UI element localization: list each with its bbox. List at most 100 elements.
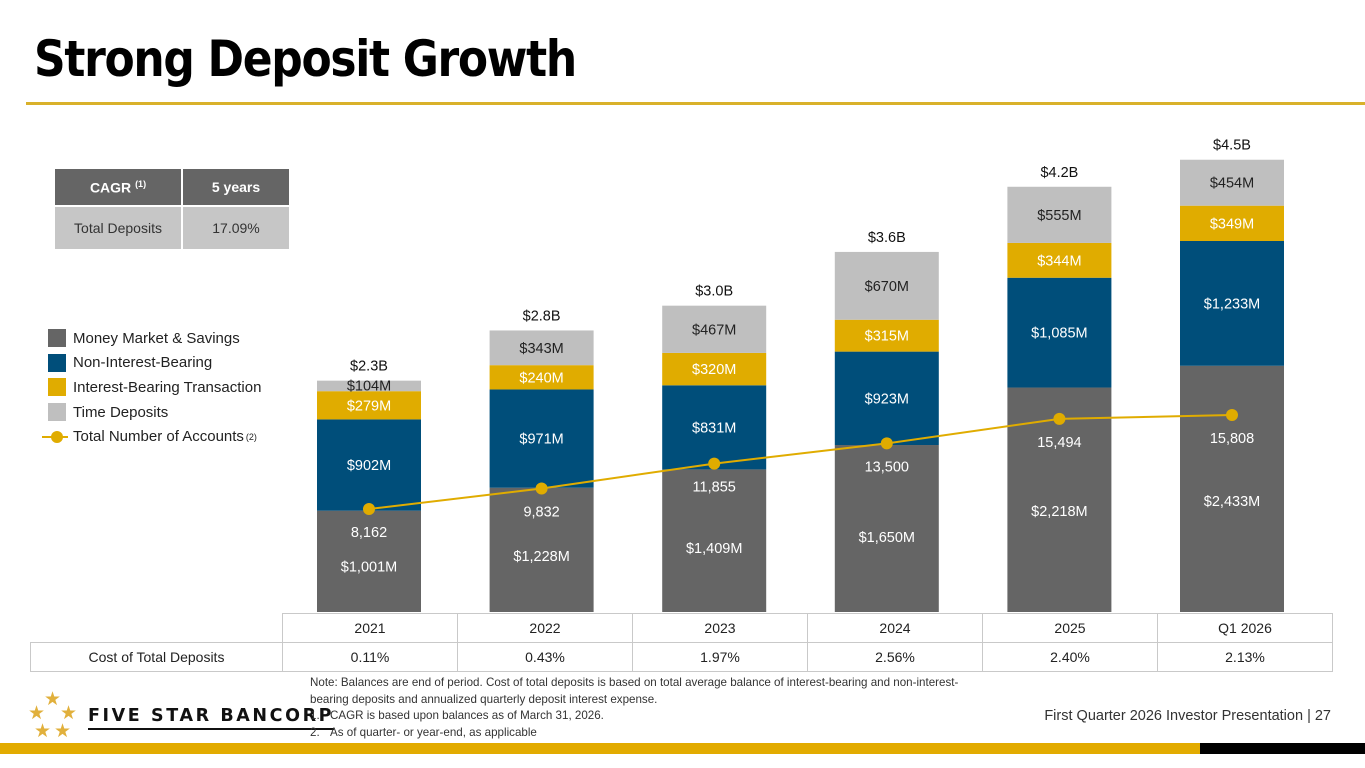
star-icon: ★ xyxy=(54,721,72,742)
segment-data-label: $343M xyxy=(519,341,563,357)
star-icon: ★ xyxy=(28,703,46,724)
segment-data-label: $315M xyxy=(865,329,909,345)
legend-label: Time Deposits xyxy=(73,403,169,421)
bar-segment-money-market-savings xyxy=(1180,365,1284,612)
legend-item-time-deposits: Time Deposits xyxy=(48,400,261,425)
note-text: As of quarter- or year-end, as applicabl… xyxy=(330,725,537,739)
segment-data-label: $1,085M xyxy=(1031,326,1087,342)
segment-data-label: $2,218M xyxy=(1031,504,1087,520)
footnote-ref-2: (2) xyxy=(245,431,257,442)
legend-swatch-money-market xyxy=(48,329,66,348)
bar-total-label: $4.5B xyxy=(1213,138,1251,154)
accounts-point xyxy=(880,437,893,450)
segment-data-label: $454M xyxy=(1210,176,1254,192)
segment-data-label: $349M xyxy=(1210,216,1254,232)
bar-segment-non-interest-bearing xyxy=(1007,277,1112,388)
segment-data-label: $971M xyxy=(519,432,563,448)
note-main: Note: Balances are end of period. Cost o… xyxy=(310,676,959,706)
company-name: FIVE STAR BANCORP xyxy=(88,706,335,730)
segment-data-label: $831M xyxy=(692,420,736,436)
year-cell: 2022 xyxy=(457,613,633,643)
accounts-data-label: 15,808 xyxy=(1210,431,1254,447)
cost-value: 0.43% xyxy=(457,642,633,672)
accounts-data-label: 9,832 xyxy=(523,504,559,520)
footnotes: Note: Balances are end of period. Cost o… xyxy=(310,675,970,741)
legend-line-marker-icon xyxy=(42,428,68,446)
note-number: 2. xyxy=(310,725,320,739)
bar-segment-interest-bearing-transaction xyxy=(489,365,594,390)
bar-segment-non-interest-bearing xyxy=(662,385,767,470)
bar-segment-time-deposits xyxy=(834,251,939,320)
bar-segment-money-market-savings xyxy=(662,469,767,612)
bar-segment-time-deposits xyxy=(1007,186,1112,243)
bar-segment-non-interest-bearing xyxy=(317,419,421,511)
cagr-header: CAGR (1) xyxy=(53,167,183,207)
cost-value: 1.97% xyxy=(632,642,808,672)
bar-total-label: $3.0B xyxy=(695,284,733,300)
bar-segment-time-deposits xyxy=(317,380,421,392)
cost-value: 0.11% xyxy=(282,642,458,672)
five-stars-icon: ★ ★ ★ ★ ★ xyxy=(26,690,82,742)
segment-data-label: $1,409M xyxy=(686,541,742,557)
bar-segment-money-market-savings xyxy=(317,510,421,612)
cost-of-deposits-table: 2021 2022 2023 2024 2025 Q1 2026 Cost of… xyxy=(30,613,1333,672)
cost-row: Cost of Total Deposits 0.11% 0.43% 1.97%… xyxy=(30,642,1333,672)
segment-data-label: $902M xyxy=(347,458,391,474)
cost-row-label: Cost of Total Deposits xyxy=(30,642,283,672)
bar-segment-non-interest-bearing xyxy=(834,351,939,446)
year-cell: Q1 2026 xyxy=(1157,613,1333,643)
bar-total-label: $2.8B xyxy=(523,308,561,324)
bar-segment-non-interest-bearing xyxy=(1180,241,1284,366)
company-logo: ★ ★ ★ ★ ★ FIVE STAR BANCORP xyxy=(26,690,335,742)
legend-swatch-interest-bearing xyxy=(48,378,66,397)
segment-data-label: $320M xyxy=(692,362,736,378)
cost-value: 2.40% xyxy=(982,642,1158,672)
bar-segment-time-deposits xyxy=(1180,159,1284,206)
note-item: 1. CAGR is based upon balances as of Mar… xyxy=(310,708,970,725)
year-header-row: 2021 2022 2023 2024 2025 Q1 2026 xyxy=(31,613,1333,643)
accounts-data-label: 15,494 xyxy=(1037,435,1081,451)
cagr-table-header: CAGR (1) 5 years xyxy=(53,167,291,207)
accounts-point xyxy=(535,482,548,495)
segment-data-label: $467M xyxy=(692,322,736,338)
legend-label: Interest-Bearing Transaction xyxy=(73,378,262,396)
bar-segment-money-market-savings xyxy=(489,487,594,612)
year-cell: 2025 xyxy=(982,613,1158,643)
page-title: Strong Deposit Growth xyxy=(34,30,577,88)
accounts-data-label: 11,855 xyxy=(693,480,736,496)
accounts-data-label: 8,162 xyxy=(351,525,387,541)
footer-bar-gold xyxy=(0,743,1200,754)
cagr-period-header: 5 years xyxy=(181,167,291,207)
year-cell: 2024 xyxy=(807,613,983,643)
bar-total-label: $4.2B xyxy=(1040,165,1078,181)
cagr-value: 17.09% xyxy=(181,205,291,251)
bar-segment-non-interest-bearing xyxy=(489,389,594,488)
segment-data-label: $1,228M xyxy=(513,549,569,565)
footnote-ref-1: (1) xyxy=(135,178,147,189)
cagr-header-text: CAGR xyxy=(89,179,132,196)
cagr-table: CAGR (1) 5 years Total Deposits 17.09% xyxy=(53,167,291,251)
segment-data-label: $1,650M xyxy=(859,530,915,546)
chart-legend: Money Market & Savings Non-Interest-Bear… xyxy=(42,326,261,449)
legend-item-accounts: Total Number of Accounts (2) xyxy=(42,424,261,449)
segment-data-label: $555M xyxy=(1037,208,1081,224)
bar-segment-interest-bearing-transaction xyxy=(834,319,939,352)
cost-value: 2.13% xyxy=(1157,642,1333,672)
bar-segment-time-deposits xyxy=(662,305,767,353)
star-icon: ★ xyxy=(44,689,62,710)
footer-presentation-title: First Quarter 2026 Investor Presentation… xyxy=(1044,708,1331,724)
segment-data-label: $104M xyxy=(347,379,391,395)
note-text: CAGR is based upon balances as of March … xyxy=(330,709,604,723)
accounts-point xyxy=(1053,412,1066,425)
bar-segment-interest-bearing-transaction xyxy=(662,352,767,386)
bar-segment-time-deposits xyxy=(489,330,594,366)
accounts-point xyxy=(1226,409,1238,422)
cagr-table-row: Total Deposits 17.09% xyxy=(53,205,291,251)
year-cell: 2021 xyxy=(282,613,458,643)
legend-item-interest-bearing: Interest-Bearing Transaction xyxy=(48,375,261,400)
bar-segment-interest-bearing-transaction xyxy=(1007,242,1112,278)
legend-swatch-time-deposits xyxy=(48,403,66,422)
legend-label: Non-Interest-Bearing xyxy=(73,354,213,372)
accounts-point xyxy=(708,457,721,470)
bar-total-label: $2.3B xyxy=(350,359,388,375)
